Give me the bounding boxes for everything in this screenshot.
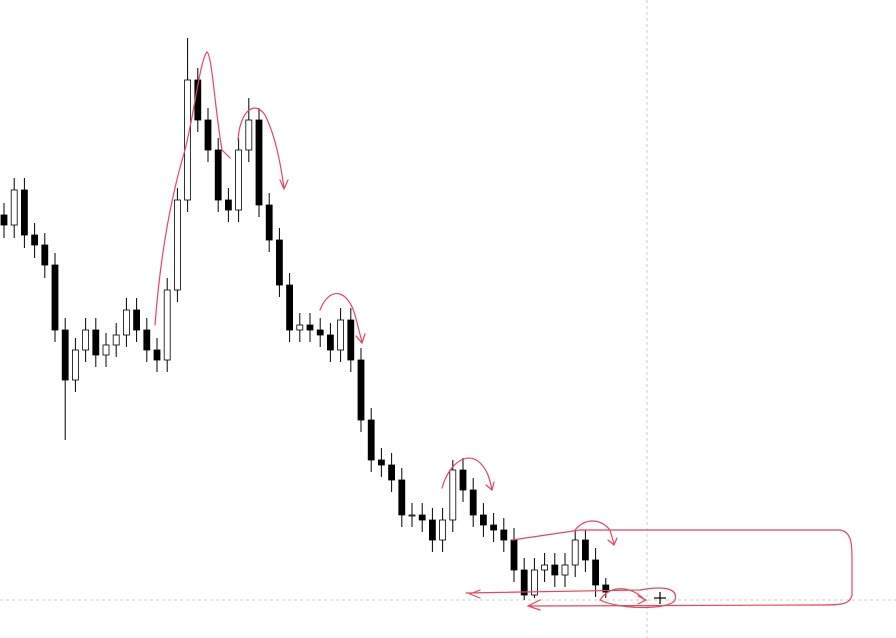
drawing	[237, 107, 289, 191]
candle-body	[541, 564, 548, 571]
candle-body	[388, 464, 396, 481]
candle-body	[255, 119, 263, 206]
candle-body	[326, 334, 334, 351]
candle-body	[500, 529, 508, 541]
candle-body	[173, 199, 181, 291]
candle-body	[418, 514, 426, 521]
candle-body	[490, 524, 498, 531]
candle-body	[0, 214, 8, 226]
drawing	[511, 529, 853, 611]
candle-body	[449, 469, 457, 521]
candle-body	[337, 319, 345, 351]
candle-body	[20, 189, 28, 236]
candle-body	[296, 324, 304, 331]
candle-body	[10, 189, 18, 226]
candle-body	[41, 244, 49, 266]
drawing	[319, 292, 366, 345]
candle-body	[82, 329, 89, 351]
candle-body	[143, 329, 151, 351]
candle-body	[602, 584, 610, 593]
annotations	[154, 51, 853, 611]
candle-body	[531, 569, 538, 596]
candle-body	[235, 149, 243, 211]
drawing	[465, 587, 677, 609]
candle-body	[61, 329, 69, 381]
candle-body	[357, 359, 365, 421]
candle-body	[398, 479, 406, 516]
candle-body	[245, 119, 253, 151]
candles	[0, 38, 610, 600]
candle-body	[72, 349, 79, 381]
candle-body	[551, 564, 559, 576]
candle-body	[102, 344, 110, 356]
drawing	[574, 520, 618, 546]
candle-body	[479, 514, 487, 526]
candle-body	[377, 459, 385, 466]
candle-body	[367, 419, 375, 461]
candle-body	[214, 149, 222, 201]
candle-body	[316, 329, 324, 336]
candle-body	[408, 514, 416, 517]
candle-body	[265, 204, 273, 241]
candle-body	[112, 334, 120, 346]
candle-body	[204, 119, 212, 151]
candle-body	[561, 564, 569, 576]
candle-body	[275, 239, 283, 286]
cursor-crosshair	[654, 592, 666, 604]
candle-body	[428, 519, 436, 541]
candle-body	[459, 469, 467, 491]
candle-body	[286, 284, 294, 331]
candle-body	[51, 264, 59, 331]
candle-body	[133, 309, 141, 331]
candle-body	[592, 559, 599, 586]
candle-body	[224, 199, 232, 211]
candle-body	[347, 319, 355, 361]
candle-body	[163, 289, 171, 361]
candle-body	[123, 309, 130, 336]
candle-body	[571, 539, 579, 566]
candle-body	[439, 519, 447, 541]
drawing	[154, 51, 231, 326]
candle-body	[92, 329, 100, 356]
drawing	[441, 457, 495, 492]
candle-body	[582, 539, 589, 561]
candle-body	[31, 234, 39, 246]
candle-body	[469, 489, 477, 516]
candle-body	[510, 539, 518, 571]
candle-body	[153, 349, 161, 361]
candle-body	[306, 324, 314, 331]
candle-body	[520, 569, 528, 596]
